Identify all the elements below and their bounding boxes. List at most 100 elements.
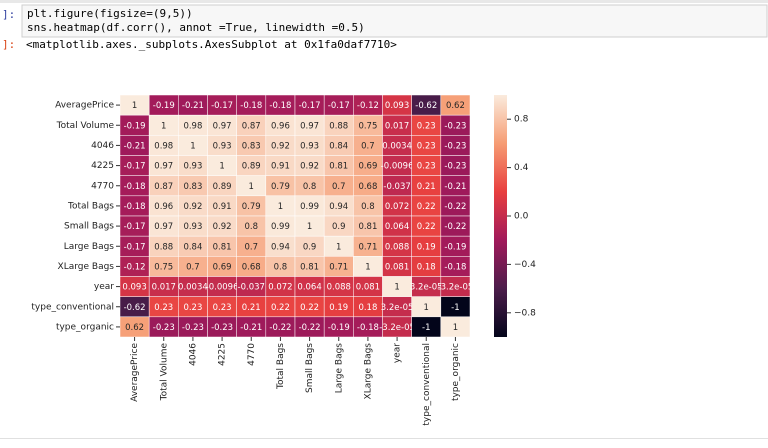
cell-annotation: 0.83 (183, 182, 202, 192)
cell-annotation: -0.17 (124, 222, 146, 232)
cell-annotation: 0.7 (186, 262, 200, 272)
y-tick-label: Large Bags (64, 242, 115, 252)
cell-annotation: -0.18 (124, 182, 146, 192)
cell-annotation: 1 (453, 323, 458, 333)
cell-annotation: 0.71 (358, 242, 377, 252)
cell-annotation: -0.19 (328, 323, 350, 333)
cell-annotation: 0.072 (385, 202, 409, 212)
cell-annotation: 0.22 (300, 303, 319, 313)
y-tick-label: year (94, 282, 114, 292)
cell-annotation: 0.9 (332, 222, 346, 232)
y-tick-label: Small Bags (64, 222, 114, 232)
x-tick-label: Large Bags (334, 343, 344, 394)
cell-annotation: 0.017 (152, 283, 176, 293)
cell-annotation: 1 (161, 121, 166, 131)
y-tick-label: 4225 (91, 161, 114, 171)
cell-annotation: 0.69 (358, 162, 377, 172)
cell-annotation: -0.21 (124, 141, 146, 151)
cell-annotation: 0.87 (242, 121, 261, 131)
cell-annotation: 0.22 (417, 202, 436, 212)
cell-annotation: 0.92 (300, 162, 319, 172)
cell-annotation: -0.22 (269, 323, 291, 333)
cell-annotation: 0.75 (358, 121, 377, 131)
cell-annotation: -1 (422, 323, 430, 333)
cell-annotation: 0.68 (358, 182, 377, 192)
cell-annotation: 0.081 (356, 283, 380, 293)
x-tick-label: Small Bags (305, 343, 315, 393)
code-line: sns.heatmap(df.corr(), annot =True, line… (27, 21, 365, 34)
cell-annotation: -0.18 (269, 101, 291, 111)
cell-annotation: 0.79 (242, 202, 261, 212)
code-line: plt.figure(figsize=(9,5)) (27, 7, 193, 20)
colorbar-tick-label: 0.0 (514, 212, 529, 222)
code-cell[interactable] (21, 4, 768, 38)
cell-annotation: 0.7 (332, 182, 346, 192)
x-tick-label: AveragePrice (130, 343, 140, 402)
cell-annotation: 0.088 (327, 283, 351, 293)
cell-annotation: 0.81 (329, 162, 348, 172)
colorbar (494, 95, 507, 337)
x-tick-label: type_conventional (422, 343, 432, 426)
cell-annotation: -0.0096 (206, 283, 239, 293)
cell-annotation: 1 (132, 101, 137, 111)
cell-annotation: -0.62 (415, 101, 437, 111)
cell-annotation: -0.21 (240, 323, 262, 333)
cell-annotation: 0.064 (297, 283, 321, 293)
x-tick-label: 4770 (247, 343, 257, 366)
cell-annotation: 0.81 (358, 222, 377, 232)
cell-annotation: 1 (219, 162, 224, 172)
cell-annotation: 0.0034 (178, 283, 208, 293)
cell-annotation: -0.23 (211, 323, 233, 333)
cell-annotation: 0.99 (300, 202, 319, 212)
cell-annotation: 3.2e-05 (410, 283, 443, 293)
y-tick-label: type_organic (56, 322, 114, 332)
cell-annotation: 3.2e-05 (381, 303, 414, 313)
cell-annotation: 0.21 (242, 303, 261, 313)
cell-annotation: 0.93 (213, 141, 232, 151)
cell-annotation: -0.18 (124, 202, 146, 212)
cell-annotation: -0.19 (444, 242, 466, 252)
cell-annotation: -0.22 (444, 222, 466, 232)
cell-annotation: 0.84 (329, 141, 348, 151)
x-tick-label: Total Bags (276, 343, 286, 390)
cell-annotation: 0.093 (385, 101, 409, 111)
cell-annotation: -0.22 (299, 323, 321, 333)
cell-annotation: 0.62 (125, 323, 144, 333)
cell-annotation: -0.17 (124, 242, 146, 252)
cell-annotation: -0.18 (357, 323, 379, 333)
cell-annotation: -0.23 (182, 323, 204, 333)
cell-annotation: 0.84 (183, 242, 202, 252)
y-tick-label: XLarge Bags (58, 262, 115, 272)
cell-annotation: 0.19 (417, 242, 436, 252)
x-tick-label: 4225 (218, 343, 228, 366)
cell-annotation: 1 (424, 303, 429, 313)
cell-annotation: 0.23 (154, 303, 173, 313)
cell-annotation: 0.97 (154, 162, 173, 172)
cell-annotation: 1 (336, 242, 341, 252)
cell-annotation: 1 (394, 283, 399, 293)
y-tick-label: type_conventional (31, 302, 114, 312)
cell-annotation: 0.18 (417, 262, 436, 272)
cell-annotation: 0.23 (183, 303, 202, 313)
cell-annotation: 0.94 (271, 242, 290, 252)
colorbar-tick-label: −0.4 (514, 260, 536, 270)
cell-annotation: 0.97 (213, 121, 232, 131)
cell-annotation: 0.69 (213, 262, 232, 272)
cell-annotation: -0.23 (444, 121, 466, 131)
cell-annotation: -0.21 (444, 182, 466, 192)
y-tick-label: AveragePrice (55, 101, 114, 111)
top-edge (0, 0, 768, 3)
cell-annotation: 0.71 (329, 262, 348, 272)
cell-annotation: 0.97 (300, 121, 319, 131)
cell-annotation: 0.22 (271, 303, 290, 313)
cell-annotation: 0.21 (417, 182, 436, 192)
x-tick-label: XLarge Bags (363, 343, 373, 400)
cell-annotation: -0.17 (124, 162, 146, 172)
cell-annotation: 0.23 (417, 121, 436, 131)
input-prompt: ]: (2, 8, 15, 21)
cell-annotation: 0.98 (183, 121, 202, 131)
output-prompt: ]: (2, 38, 15, 51)
cell-annotation: 0.94 (329, 202, 348, 212)
cell-annotation: 0.89 (213, 182, 232, 192)
